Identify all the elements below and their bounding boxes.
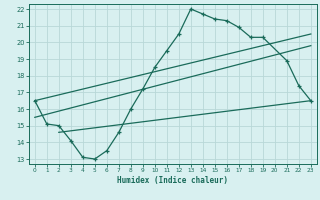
X-axis label: Humidex (Indice chaleur): Humidex (Indice chaleur) <box>117 176 228 185</box>
